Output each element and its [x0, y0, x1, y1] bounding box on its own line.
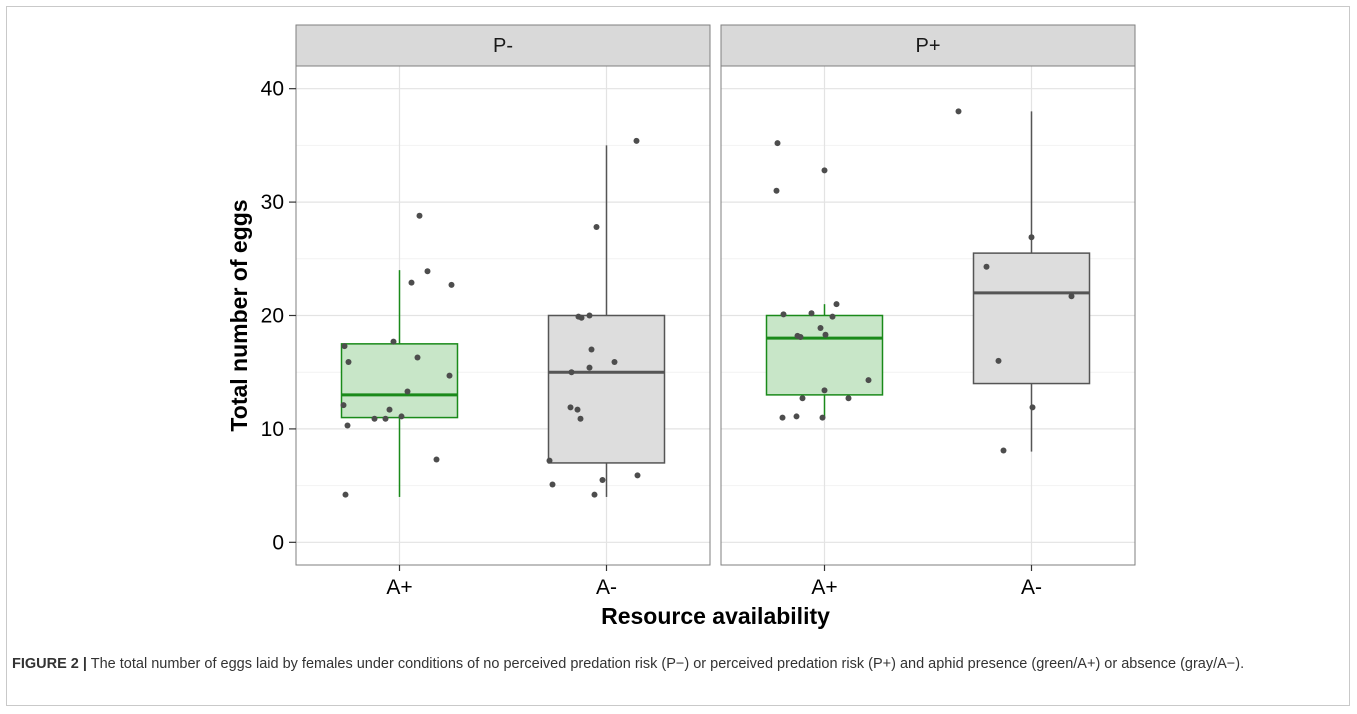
x-tick-label: A+	[386, 576, 412, 599]
box-iqr	[972, 252, 1091, 385]
data-point	[577, 415, 584, 422]
box-A+	[340, 212, 459, 498]
box-iqr	[340, 343, 459, 419]
data-point	[433, 456, 440, 463]
facet-strip-label: P+	[915, 35, 940, 57]
data-point	[821, 387, 828, 394]
data-point	[983, 263, 990, 270]
facet-strip	[295, 24, 711, 67]
data-point	[340, 402, 347, 409]
data-point	[799, 395, 806, 402]
y-tick-label: 30	[261, 191, 284, 214]
data-point	[549, 481, 556, 488]
data-point	[773, 187, 780, 194]
data-point	[446, 372, 453, 379]
data-point	[371, 415, 378, 422]
data-point	[793, 413, 800, 420]
data-point	[1029, 404, 1036, 411]
box-A+	[765, 140, 884, 421]
figure-caption: FIGURE 2 | The total number of eggs laid…	[12, 654, 1332, 675]
data-point	[386, 406, 393, 413]
data-point	[593, 224, 600, 231]
data-point	[414, 354, 421, 361]
panel-p-plus: P+ A+ A-	[720, 24, 1136, 599]
x-tick-label: A-	[596, 576, 617, 599]
data-point	[408, 279, 415, 286]
data-point	[546, 457, 553, 464]
box-iqr	[765, 314, 884, 396]
data-point	[829, 313, 836, 320]
data-point	[822, 331, 829, 338]
box-A-	[546, 137, 666, 498]
data-point	[404, 388, 411, 395]
x-tick-label: A+	[811, 576, 837, 599]
data-point	[797, 334, 804, 341]
data-point	[424, 268, 431, 275]
data-point	[382, 415, 389, 422]
x-tick-label: A-	[1021, 576, 1042, 599]
data-point	[1028, 234, 1035, 241]
caption-text: The total number of eggs laid by females…	[90, 656, 1245, 672]
data-point	[833, 301, 840, 308]
data-point	[574, 406, 581, 413]
y-axis-title: Total number of eggs	[226, 199, 252, 431]
data-point	[390, 338, 397, 345]
x-axis-title: Resource availability	[601, 603, 830, 629]
facet-strip-label: P-	[493, 35, 513, 57]
data-point	[448, 281, 455, 288]
data-point	[808, 310, 815, 317]
data-point	[845, 395, 852, 402]
data-point	[599, 476, 606, 483]
data-point	[345, 358, 352, 365]
data-point	[588, 346, 595, 353]
data-point	[586, 364, 593, 371]
y-tick-label: 10	[261, 418, 284, 441]
data-point	[821, 167, 828, 174]
data-point	[344, 422, 351, 429]
data-point	[780, 311, 787, 318]
data-point	[591, 491, 598, 498]
y-tick-label: 0	[272, 531, 284, 554]
y-tick-label: 20	[261, 305, 284, 328]
data-point	[779, 414, 786, 421]
box-iqr	[547, 314, 666, 464]
data-point	[416, 212, 423, 219]
data-point	[955, 108, 962, 115]
box-A-	[955, 108, 1091, 454]
data-point	[611, 358, 618, 365]
data-point	[568, 369, 575, 376]
data-point	[817, 324, 824, 331]
data-point	[819, 414, 826, 421]
data-point	[1000, 447, 1007, 454]
data-point	[341, 343, 348, 350]
panel-border	[720, 65, 1136, 566]
y-tick-label: 40	[261, 78, 284, 101]
data-point	[398, 413, 405, 420]
caption-label: FIGURE 2 |	[12, 656, 87, 672]
data-point	[578, 314, 585, 321]
data-point	[995, 357, 1002, 364]
data-point	[865, 377, 872, 384]
data-point	[634, 472, 641, 479]
data-point	[567, 404, 574, 411]
data-point	[342, 491, 349, 498]
data-point	[586, 312, 593, 319]
data-point	[1068, 293, 1075, 300]
data-point	[633, 137, 640, 144]
panel-p-minus: P- A+ A-	[295, 24, 711, 599]
data-point	[774, 140, 781, 147]
